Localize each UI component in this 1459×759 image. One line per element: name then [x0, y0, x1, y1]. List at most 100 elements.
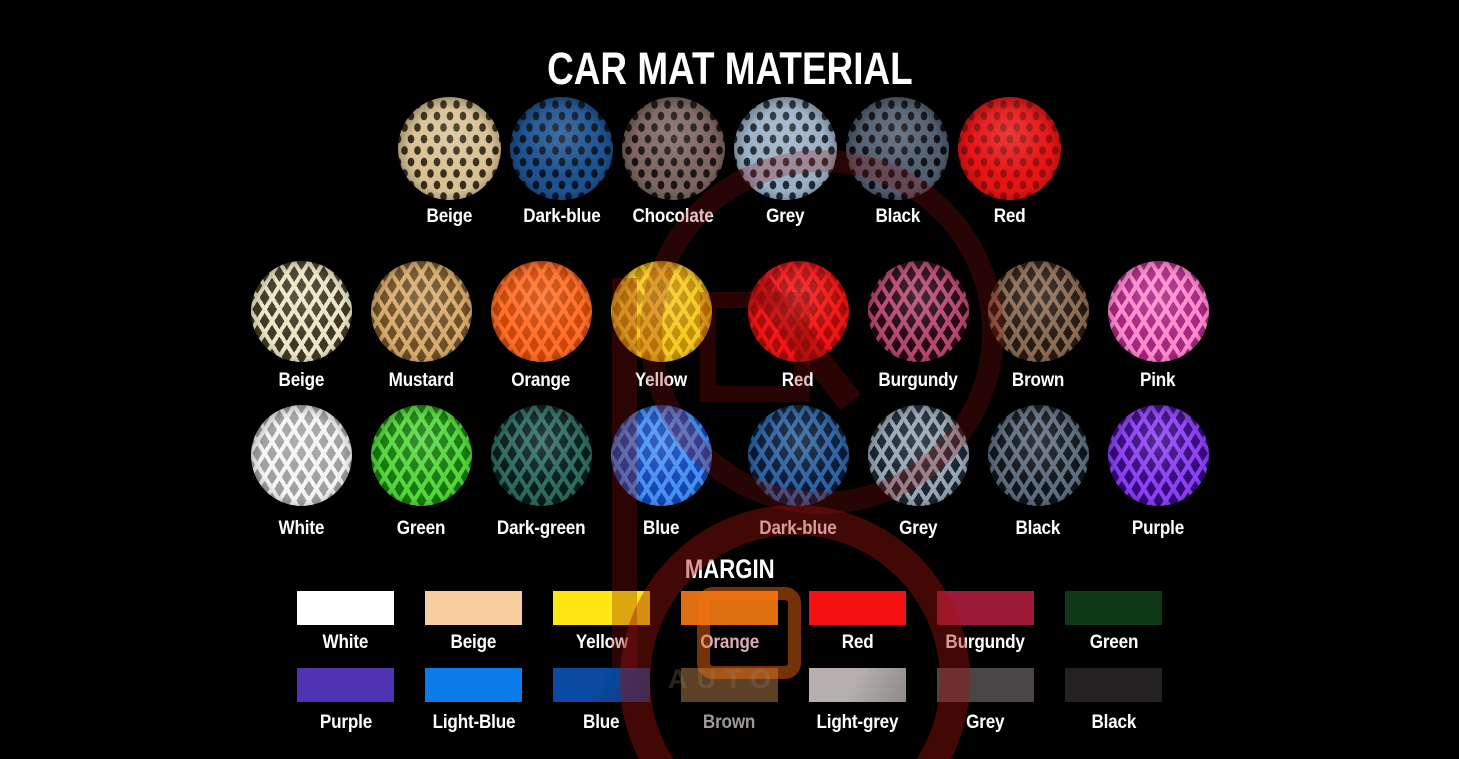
honeycomb-texture	[734, 97, 837, 200]
swatch-label: Burgundy	[878, 370, 958, 391]
material-swatch-green: Green	[370, 405, 472, 540]
swatch-label: Orange	[511, 370, 571, 391]
swatch-label: Yellow	[634, 370, 688, 391]
material-swatch-white: White	[250, 405, 352, 540]
swatch-label: Orange	[700, 632, 759, 653]
diamond-texture	[747, 405, 849, 506]
diamond-texture	[610, 405, 712, 506]
swatch-label: Red	[782, 370, 814, 391]
swatch-label: Green	[396, 518, 446, 539]
material-swatch-beige: Beige	[250, 261, 352, 392]
margin-swatch-yellow: Yellow	[553, 591, 650, 654]
swatch-label: Brown	[1011, 370, 1065, 391]
color-rectangle	[681, 591, 778, 625]
margin-title-text: MARGIN	[684, 554, 775, 584]
diamond-texture	[987, 261, 1089, 362]
material-row-2: Beige Mustard Orange Yellow Red Burgundy Brown…	[0, 261, 1459, 392]
swatch-label: Pink	[1140, 370, 1176, 391]
color-rectangle	[553, 591, 650, 625]
swatch-label: Purple	[1131, 518, 1185, 539]
diamond-texture	[1107, 261, 1209, 362]
color-rectangle	[1065, 591, 1162, 625]
swatch-label: Red	[993, 206, 1026, 227]
margin-swatch-white: White	[297, 591, 394, 654]
margin-row-2: Purple Light-Blue Blue Brown Light-grey Grey B…	[0, 668, 1459, 734]
color-rectangle	[681, 668, 778, 702]
margin-swatch-orange: Orange	[681, 591, 778, 654]
material-swatch-mustard: Mustard	[370, 261, 472, 392]
color-rectangle	[425, 668, 522, 702]
swatch-label: Grey	[966, 712, 1005, 733]
swatch-label: Grey	[898, 518, 938, 539]
color-rectangle	[937, 591, 1034, 625]
swatch-label: Light-grey	[816, 712, 899, 733]
swatch-label: Black	[875, 206, 920, 227]
margin-swatch-purple: Purple	[297, 668, 394, 734]
color-rectangle	[809, 668, 906, 702]
honeycomb-texture	[846, 97, 949, 200]
swatch-label: Chocolate	[632, 206, 715, 227]
diamond-texture	[490, 261, 592, 362]
color-rectangle	[553, 668, 650, 702]
swatch-label: White	[278, 518, 324, 539]
swatch-label: Beige	[278, 370, 324, 391]
swatch-label: Light-Blue	[432, 712, 515, 733]
margin-swatch-grey: Grey	[937, 668, 1034, 734]
swatch-label: Beige	[450, 632, 497, 653]
diamond-texture	[747, 261, 849, 362]
margin-section-title: MARGIN	[0, 554, 1459, 584]
material-swatch-grey: Grey	[867, 405, 969, 540]
diamond-texture	[490, 405, 592, 506]
material-swatch-brown: Brown	[987, 261, 1089, 392]
diamond-texture	[370, 405, 472, 506]
margin-swatch-brown: Brown	[681, 668, 778, 734]
diamond-texture	[610, 261, 712, 362]
swatch-label: Black	[1015, 518, 1061, 539]
material-row-3: White Green Dark-green Blue Dark-blue Grey Bla…	[0, 405, 1459, 540]
material-row-1: Beige Dark-blue Chocolate Grey Black Red	[0, 97, 1459, 228]
margin-swatch-beige: Beige	[425, 591, 522, 654]
material-swatch-burgundy: Burgundy	[867, 261, 969, 392]
material-swatch-red: Red	[747, 261, 849, 392]
swatch-label: Black	[1091, 712, 1136, 733]
diamond-texture	[867, 261, 969, 362]
swatch-label: Burgundy	[945, 632, 1026, 653]
material-swatch-blue: Blue	[610, 405, 712, 540]
color-rectangle	[297, 668, 394, 702]
material-swatch-orange: Orange	[490, 261, 592, 392]
material-swatch-black: Black	[846, 97, 949, 228]
material-swatch-purple: Purple	[1107, 405, 1209, 540]
margin-swatch-red: Red	[809, 591, 906, 654]
honeycomb-texture	[398, 97, 501, 200]
swatch-label: Dark-green	[496, 518, 586, 539]
swatch-label: Yellow	[575, 632, 628, 653]
diamond-texture	[987, 405, 1089, 506]
color-rectangle	[937, 668, 1034, 702]
diamond-texture	[370, 261, 472, 362]
material-swatch-red: Red	[958, 97, 1061, 228]
margin-swatch-blue: Blue	[553, 668, 650, 734]
swatch-label: Grey	[766, 206, 805, 227]
honeycomb-texture	[510, 97, 613, 200]
margin-swatch-light-grey: Light-grey	[809, 668, 906, 734]
material-swatch-pink: Pink	[1107, 261, 1209, 392]
material-swatch-dark-blue: Dark-blue	[747, 405, 849, 540]
swatch-label: Beige	[426, 206, 473, 227]
material-swatch-grey: Grey	[734, 97, 837, 228]
margin-swatch-green: Green	[1065, 591, 1162, 654]
material-swatch-black: Black	[987, 405, 1089, 540]
page-title-text: CAR MAT MATERIAL	[546, 43, 913, 94]
material-swatch-dark-blue: Dark-blue	[510, 97, 613, 228]
page-title: CAR MAT MATERIAL	[0, 0, 1459, 92]
swatch-label: Blue	[642, 518, 680, 539]
diamond-texture	[867, 405, 969, 506]
margin-swatch-light-blue: Light-Blue	[425, 668, 522, 734]
diamond-texture	[250, 261, 352, 362]
swatch-label: Blue	[583, 712, 620, 733]
honeycomb-texture	[622, 97, 725, 200]
swatch-label: Green	[1089, 632, 1138, 653]
color-rectangle	[297, 591, 394, 625]
swatch-label: Dark-blue	[759, 518, 837, 539]
material-swatch-beige: Beige	[398, 97, 501, 228]
